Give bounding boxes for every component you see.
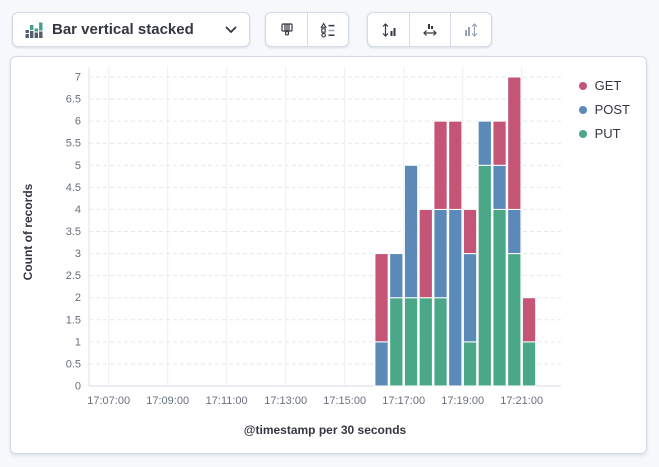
x-tick-label: 17:21:00 — [500, 395, 543, 407]
legend-item-post[interactable]: POST — [578, 102, 630, 117]
bar-segment-post[interactable] — [403, 164, 419, 299]
bar-segment-get[interactable] — [462, 208, 478, 255]
legend-label: POST — [594, 102, 630, 117]
legend-label: PUT — [594, 126, 621, 141]
y-tick-label: 1.5 — [66, 314, 81, 326]
x-tick-label: 17:07:00 — [87, 395, 130, 407]
y-tick-label: 2 — [75, 292, 81, 304]
fit-horizontal-button[interactable] — [409, 13, 450, 46]
bar-segment-put[interactable] — [521, 341, 537, 387]
bar-segment-put[interactable] — [389, 297, 404, 387]
fit-vertical-icon — [381, 22, 397, 38]
axis-fit-button-group — [367, 12, 492, 47]
legend-dot-icon — [578, 81, 587, 90]
bar-segment-post[interactable] — [507, 208, 522, 255]
y-tick-label: 5 — [75, 160, 81, 172]
y-tick-label: 0.5 — [66, 358, 81, 370]
bar-segment-post[interactable] — [433, 208, 448, 299]
bar-segment-get[interactable] — [507, 76, 522, 210]
x-tick-label: 17:11:00 — [206, 395, 248, 407]
bar-segment-get[interactable] — [448, 120, 463, 210]
y-tick-label: 6 — [75, 116, 81, 128]
x-axis-title: @timestamp per 30 seconds — [243, 423, 407, 437]
bar-segment-put[interactable] — [462, 341, 478, 387]
brush-button[interactable] — [266, 13, 307, 46]
bar-segment-put[interactable] — [433, 297, 448, 387]
bar-segment-get[interactable] — [374, 253, 389, 343]
chart-panel: 17:07:00 17:09:00 17:11:00 17:13:00 17:15:00… — [10, 56, 647, 454]
bar-segment-post[interactable] — [462, 253, 478, 343]
bar-segment-get[interactable] — [521, 297, 537, 343]
bar-segment-post[interactable] — [492, 164, 507, 210]
x-tick-label: 17:19:00 — [441, 395, 484, 407]
bar-segment-post[interactable] — [389, 253, 404, 299]
fit-horizontal-icon — [422, 22, 438, 38]
bar-segment-put[interactable] — [418, 297, 433, 387]
legend-item-get[interactable]: GET — [578, 78, 630, 93]
chart-toolbar: Bar vertical stacked — [12, 12, 492, 47]
y-tick-label: 6.5 — [66, 94, 81, 106]
x-tick-label: 17:13:00 — [264, 395, 307, 407]
x-tick-label: 17:15:00 — [323, 395, 366, 407]
y-tick-label: 1 — [75, 336, 81, 348]
legend-values-icon — [320, 22, 336, 38]
collapse-vertical-button[interactable] — [450, 13, 491, 46]
legend-item-put[interactable]: PUT — [578, 126, 630, 141]
collapse-vertical-icon-disabled — [463, 22, 479, 38]
bar-segment-put[interactable] — [403, 297, 419, 387]
y-tick-label: 3.5 — [66, 226, 81, 238]
y-tick-label: 2.5 — [66, 270, 81, 282]
y-tick-label: 4.5 — [66, 182, 81, 194]
bar-segment-get[interactable] — [418, 208, 433, 299]
legend-label: GET — [594, 78, 622, 93]
chevron-down-icon — [225, 26, 237, 34]
bar-segment-get[interactable] — [492, 120, 507, 166]
chart-type-label: Bar vertical stacked — [52, 21, 194, 38]
bar-segment-put[interactable] — [507, 253, 522, 387]
y-tick-label: 3 — [75, 248, 81, 260]
style-button-group — [265, 12, 349, 47]
bar-segment-post[interactable] — [477, 120, 492, 166]
legend-dot-icon — [578, 129, 587, 138]
y-tick-label: 7 — [75, 72, 81, 84]
x-tick-label: 17:17:00 — [382, 395, 425, 407]
bar-segment-post[interactable] — [374, 341, 389, 387]
y-tick-label: 4 — [75, 204, 81, 216]
fit-vertical-button[interactable] — [368, 13, 409, 46]
chart-type-select[interactable]: Bar vertical stacked — [12, 12, 250, 47]
stacked-bar-chart: 17:07:00 17:09:00 17:11:00 17:13:00 17:15:00… — [66, 67, 561, 407]
y-tick-label: 5.5 — [66, 138, 81, 150]
bar-segment-put[interactable] — [477, 164, 492, 387]
legend-values-button[interactable] — [307, 13, 348, 46]
bar-segment-post[interactable] — [448, 208, 463, 387]
x-tick-label: 17:09:00 — [146, 395, 189, 407]
brush-icon — [279, 22, 295, 38]
bar-segment-put[interactable] — [492, 208, 507, 387]
legend-dot-icon — [578, 105, 587, 114]
y-tick-label: 0 — [75, 381, 81, 393]
chart-legend: GET POST PUT — [578, 78, 630, 150]
bar-segment-get[interactable] — [433, 120, 448, 210]
stacked-bars-icon — [25, 21, 43, 39]
y-axis-title: Count of records — [21, 183, 35, 281]
